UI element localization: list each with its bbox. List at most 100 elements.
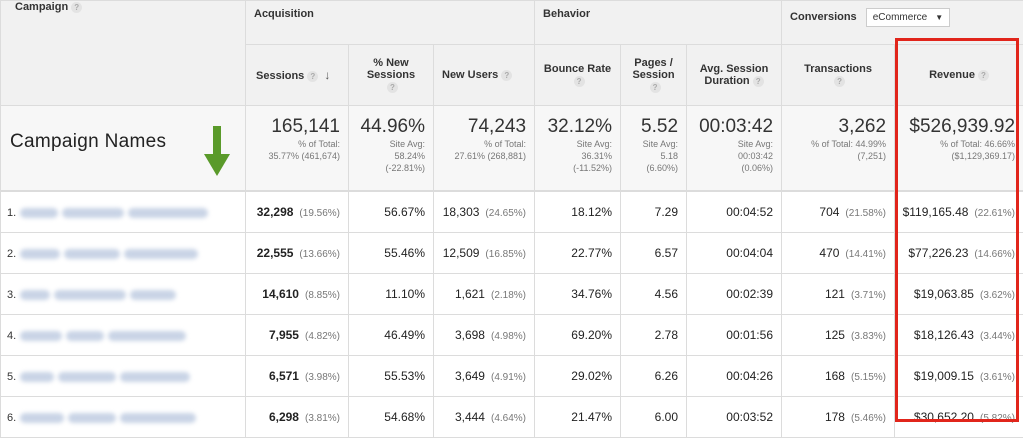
blurred-campaign-name <box>68 413 116 423</box>
total-pages-sub2: 5.18 <box>621 150 678 162</box>
avg-duration-label-2: Duration <box>704 75 749 87</box>
total-revenue-sub1: % of Total: 46.66% <box>895 138 1015 150</box>
revenue-pct: (5.82%) <box>980 413 1015 424</box>
total-pages-sub1: Site Avg: <box>621 138 678 150</box>
revenue-pct: (3.61%) <box>980 372 1015 383</box>
transactions-pct: (5.15%) <box>851 372 886 383</box>
total-new-users-value: 74,243 <box>434 106 526 138</box>
transactions-value: 125 <box>825 328 845 342</box>
conversions-dropdown-value: eCommerce <box>873 12 927 23</box>
sessions-pct: (4.82%) <box>305 331 340 342</box>
help-icon[interactable]: ? <box>387 82 398 93</box>
help-icon[interactable]: ? <box>978 70 989 81</box>
blurred-campaign-name <box>64 249 120 259</box>
help-icon[interactable]: ? <box>307 71 318 82</box>
total-pct-new-sub3: (-22.81%) <box>349 162 425 174</box>
new-users-cell: 3,444(4.64%) <box>434 397 535 438</box>
table-row[interactable]: 1. 32,298(19.56%) 56.67% 18,303(24.65%) … <box>1 192 1023 233</box>
transactions-pct: (3.71%) <box>851 290 886 301</box>
sessions-value: 22,555 <box>257 246 294 260</box>
transactions-pct: (21.58%) <box>845 208 886 219</box>
sessions-header-label: Sessions <box>256 70 304 82</box>
transactions-cell: 178(5.46%) <box>782 397 895 438</box>
help-icon[interactable]: ? <box>574 76 585 87</box>
bounce-cell: 21.47% <box>535 397 621 438</box>
help-icon[interactable]: ? <box>650 82 661 93</box>
revenue-pct: (22.61%) <box>974 208 1015 219</box>
revenue-value: $19,063.85 <box>914 287 974 301</box>
table-row[interactable]: 4. 7,955(4.82%) 46.49% 3,698(4.98%) 69.2… <box>1 315 1023 356</box>
revenue-value: $30,652.20 <box>914 410 974 424</box>
table-row[interactable]: 2. 22,555(13.66%) 55.46% 12,509(16.85%) … <box>1 233 1023 274</box>
campaign-cell[interactable]: 1. <box>1 192 246 233</box>
campaign-cell[interactable]: 3. <box>1 274 246 315</box>
sessions-cell: 32,298(19.56%) <box>246 192 349 233</box>
table-row[interactable]: 6. 6,298(3.81%) 54.68% 3,444(4.64%) 21.4… <box>1 397 1023 438</box>
blurred-campaign-name <box>20 208 58 218</box>
revenue-cell: $19,009.15(3.61%) <box>895 356 1023 397</box>
revenue-cell: $19,063.85(3.62%) <box>895 274 1023 315</box>
bounce-cell: 69.20% <box>535 315 621 356</box>
new-users-cell: 1,621 (2.18%) <box>434 274 535 315</box>
transactions-pct: (14.41%) <box>845 249 886 260</box>
campaign-cell[interactable]: 6. <box>1 397 246 438</box>
sort-down-icon[interactable]: ↓ <box>324 68 330 82</box>
sessions-value: 6,571 <box>269 369 299 383</box>
pages-session-header[interactable]: Pages /Session? <box>621 45 687 106</box>
blurred-campaign-name <box>20 372 54 382</box>
table-row[interactable]: 3. 14,610(8.85%) 11.10% 1,621(2.18%) 34.… <box>1 274 1023 315</box>
total-sessions-value: 165,141 <box>246 106 340 138</box>
row-index: 6. <box>1 412 16 424</box>
pages-cell: 6.00 <box>621 397 687 438</box>
sessions-pct: (3.81%) <box>305 413 340 424</box>
campaign-header[interactable]: Campaign? <box>1 1 246 106</box>
group-behavior: Behavior <box>535 1 782 45</box>
duration-cell: 00:03:52 <box>687 397 782 438</box>
new-users-pct: (4.98%) <box>491 331 526 342</box>
campaign-cell[interactable]: 2. <box>1 233 246 274</box>
help-icon[interactable]: ? <box>753 76 764 87</box>
pages-cell: 6.26 <box>621 356 687 397</box>
new-users-value: 3,444 <box>455 410 485 424</box>
bounce-rate-header[interactable]: Bounce Rate? <box>535 45 621 106</box>
pct-new-sessions-label-1: % New <box>349 57 433 69</box>
total-pct-new-value: 44.96% <box>349 106 425 138</box>
total-sessions-sub2: 35.77% (461,674) <box>246 150 340 162</box>
new-users-header[interactable]: New Users? <box>434 45 535 106</box>
transactions-cell: 121 (3.71%) <box>782 274 895 315</box>
table-row[interactable]: 5. 6,571(3.98%) 55.53% 3,649(4.91%) 29.0… <box>1 356 1023 397</box>
total-sessions-sub1: % of Total: <box>246 138 340 150</box>
blurred-campaign-name <box>120 413 196 423</box>
campaign-cell[interactable]: 4. <box>1 315 246 356</box>
total-bounce-sub1: Site Avg: <box>535 138 612 150</box>
revenue-header[interactable]: Revenue? <box>895 45 1023 106</box>
revenue-cell: $18,126.43(3.44%) <box>895 315 1023 356</box>
new-users-pct: (24.65%) <box>485 208 526 219</box>
new-users-pct: (2.18%) <box>491 290 526 301</box>
transactions-header[interactable]: Transactions? <box>782 45 895 106</box>
help-icon[interactable]: ? <box>834 76 845 87</box>
help-icon[interactable]: ? <box>71 2 82 13</box>
sessions-cell: 14,610(8.85%) <box>246 274 349 315</box>
new-users-value: 1,621 <box>455 287 485 301</box>
transactions-value: 121 <box>825 287 845 301</box>
group-acquisition: Acquisition <box>246 1 535 45</box>
blurred-campaign-name <box>20 249 60 259</box>
new-users-pct: (4.91%) <box>491 372 526 383</box>
conversions-dropdown[interactable]: eCommerce▼ <box>866 8 950 27</box>
pct-new-cell: 55.53% <box>349 356 434 397</box>
sessions-value: 32,298 <box>257 205 294 219</box>
blurred-campaign-name <box>128 208 208 218</box>
new-users-cell: 18,303(24.65%) <box>434 192 535 233</box>
sessions-header[interactable]: Sessions? ↓ <box>246 45 349 106</box>
campaign-cell[interactable]: 5. <box>1 356 246 397</box>
sessions-value: 14,610 <box>262 287 299 301</box>
new-users-cell: 12,509(16.85%) <box>434 233 535 274</box>
transactions-pct: (3.83%) <box>851 331 886 342</box>
pct-new-cell: 11.10% <box>349 274 434 315</box>
new-users-cell: 3,698(4.98%) <box>434 315 535 356</box>
transactions-cell: 470(14.41%) <box>782 233 895 274</box>
help-icon[interactable]: ? <box>501 70 512 81</box>
